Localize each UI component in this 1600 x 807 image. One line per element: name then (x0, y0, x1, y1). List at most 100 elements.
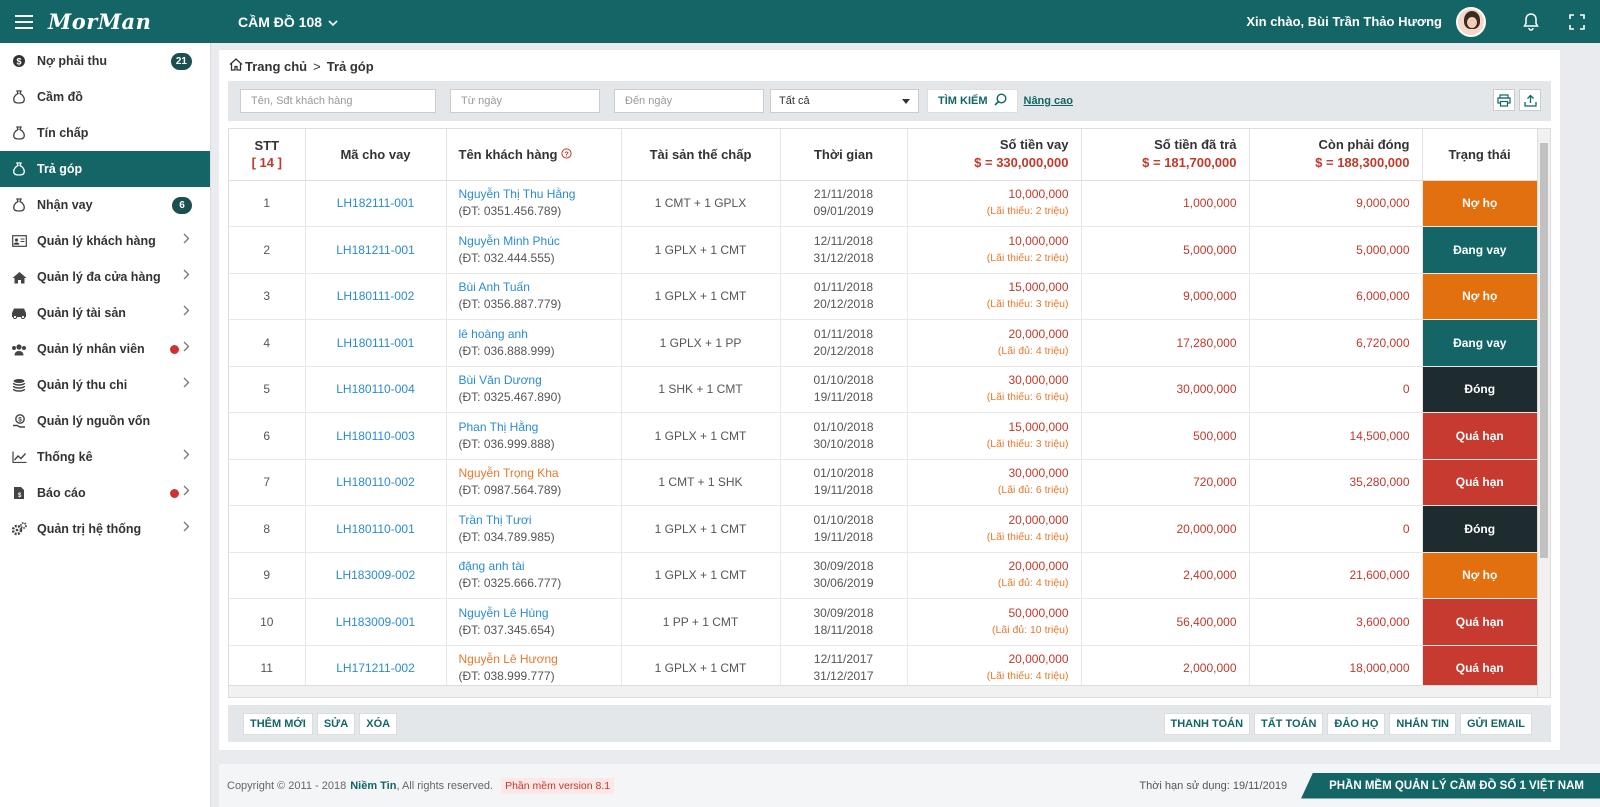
print-icon[interactable] (1493, 89, 1515, 111)
table-row[interactable]: 9 LH183009-002 đặng anh tài (ĐT: 0325.666.7… (229, 552, 1537, 599)
table-row[interactable]: 4 LH180111-001 lê hoàng anh (ĐT: 036.888.99… (229, 319, 1537, 367)
status-badge[interactable]: Đóng (1422, 366, 1537, 413)
col-header-asset[interactable]: Tài sản thế chấp (621, 129, 781, 181)
status-badge[interactable]: Đóng (1422, 505, 1537, 553)
loan-code-link[interactable]: LH183009-001 (305, 598, 447, 646)
table-row[interactable]: 5 LH180110-004 Bùi Văn Dương (ĐT: 0325.467.… (229, 366, 1537, 413)
loan-code-link[interactable]: LH180110-002 (305, 459, 447, 506)
col-header-code[interactable]: Mã cho vay (305, 129, 447, 181)
settle-button[interactable]: TẤT TOÁN (1254, 712, 1324, 735)
sidebar-item-2[interactable]: Tín chấp (0, 115, 210, 151)
col-header-remain-label: Còn phải đóng (1318, 137, 1410, 153)
company-link[interactable]: Niềm Tin (350, 779, 397, 792)
menu-icon[interactable] (0, 0, 48, 43)
sidebar-item-0[interactable]: $ Nợ phải thu 21 (0, 43, 210, 79)
table-row[interactable]: 11 LH171211-002 Nguyễn Lê Hương (ĐT: 038.99… (229, 645, 1537, 692)
to-date-input[interactable]: Đến ngày (614, 89, 764, 113)
table-row[interactable]: 8 LH180110-001 Trần Thị Tươi (ĐT: 034.789.9… (229, 505, 1537, 553)
loan-code-link[interactable]: LH181211-001 (305, 226, 447, 274)
col-header-customer[interactable]: Tên khách hàng ? (446, 129, 622, 181)
status-badge[interactable]: Quá hạn (1422, 598, 1537, 646)
store-selector[interactable]: CẦM ĐỒ 108 (238, 14, 338, 30)
sidebar-item-4[interactable]: Nhận vay 6 (0, 187, 210, 223)
advanced-search-link[interactable]: Nâng cao (1023, 95, 1074, 107)
sidebar-item-1[interactable]: Cầm đồ (0, 79, 210, 115)
status-badge[interactable]: Quá hạn (1422, 645, 1537, 692)
app-logo[interactable]: MorMan (48, 9, 152, 34)
loan-code-link[interactable]: LH180111-001 (305, 319, 447, 367)
sidebar-item-13[interactable]: Quản trị hệ thống (0, 511, 210, 547)
cell-paid: 30,000,000 (1081, 366, 1250, 413)
customer-name-link[interactable]: đặng anh tài (458, 559, 525, 574)
customer-name-link[interactable]: Trần Thị Tươi (458, 512, 532, 527)
loan-code-link[interactable]: LH180110-001 (305, 505, 447, 553)
scrollbar-thumb[interactable] (1540, 143, 1548, 558)
sidebar-item-6[interactable]: Quản lý đa cửa hàng (0, 259, 210, 295)
delete-button[interactable]: XÓA (359, 712, 398, 735)
roll-interest-button[interactable]: ĐẢO HỌ (1327, 712, 1386, 735)
bell-icon[interactable] (1508, 0, 1554, 43)
vertical-scrollbar[interactable] (1537, 129, 1550, 697)
avatar[interactable] (1456, 6, 1486, 37)
customer-name-link[interactable]: Nguyễn Trọng Kha (458, 466, 559, 481)
cell-loan: 10,000,000 (Lãi thiếu: 2 triệu) (907, 226, 1082, 274)
loan-code-link[interactable]: LH182111-001 (305, 180, 447, 227)
table-row[interactable]: 3 LH180111-002 Bùi Anh Tuấn (ĐT: 0356.887.7… (229, 273, 1537, 320)
status-badge[interactable]: Nợ họ (1422, 552, 1537, 599)
edit-button[interactable]: SỬA (316, 712, 356, 735)
cell-remain: 3,600,000 (1249, 598, 1423, 646)
status-badge[interactable]: Đang vay (1422, 319, 1537, 367)
status-badge[interactable]: Nợ họ (1422, 180, 1537, 227)
col-header-time[interactable]: Thời gian (780, 129, 908, 181)
customer-name-link[interactable]: Bùi Anh Tuấn (458, 280, 530, 295)
loan-code-link[interactable]: LH183009-002 (305, 552, 447, 599)
sidebar-item-3[interactable]: Trả góp (0, 151, 210, 187)
table-row[interactable]: 6 LH180110-003 Phan Thị Hằng (ĐT: 036.999.8… (229, 412, 1537, 460)
customer-name-link[interactable]: lê hoàng anh (458, 326, 528, 341)
customer-name-link[interactable]: Nguyễn Minh Phúc (458, 233, 560, 248)
col-header-paid[interactable]: Số tiền đã trả $ = 181,700,000 (1081, 129, 1250, 181)
sidebar-item-10[interactable]: $ Quản lý nguồn vốn (0, 403, 210, 439)
sidebar-item-5[interactable]: Quản lý khách hàng (0, 223, 210, 259)
table-row[interactable]: 1 LH182111-001 Nguyễn Thị Thu Hằng (ĐT: 035… (229, 180, 1537, 227)
customer-search-input[interactable]: Tên, Sđt khách hàng (240, 89, 436, 113)
col-header-loan[interactable]: Số tiền vay $ = 330,000,000 (907, 129, 1082, 181)
main-content: Trang chủ > Trả góp Tên, Sđt khách hàng … (219, 50, 1560, 750)
from-date-input[interactable]: Từ ngày (450, 89, 600, 113)
export-icon[interactable] (1519, 89, 1541, 111)
cell-stt: 10 (229, 598, 306, 646)
sidebar-item-12[interactable]: $ Báo cáo (0, 475, 210, 511)
loan-code-link[interactable]: LH180110-004 (305, 366, 447, 413)
help-icon[interactable]: ? (561, 147, 572, 162)
sidebar-item-7[interactable]: Quản lý tài sản (0, 295, 210, 331)
customer-name-link[interactable]: Bùi Văn Dương (458, 373, 542, 388)
status-badge[interactable]: Quá hạn (1422, 412, 1537, 460)
table-row[interactable]: 7 LH180110-002 Nguyễn Trọng Kha (ĐT: 0987.5… (229, 459, 1537, 506)
add-button[interactable]: THÊM MỚI (243, 712, 313, 735)
horizontal-scrollbar[interactable] (229, 685, 1537, 697)
payment-button[interactable]: THANH TOÁN (1163, 712, 1251, 735)
table-row[interactable]: 10 LH183009-001 Nguyễn Lê Hùng (ĐT: 037.345… (229, 598, 1537, 646)
status-badge[interactable]: Nợ họ (1422, 273, 1537, 320)
breadcrumb-home[interactable]: Trang chủ (229, 58, 307, 74)
sms-button[interactable]: NHẮN TIN (1389, 712, 1456, 735)
col-header-remain[interactable]: Còn phải đóng $ = 188,300,000 (1249, 129, 1423, 181)
sidebar-item-8[interactable]: Quản lý nhân viên (0, 331, 210, 367)
loan-code-link[interactable]: LH180111-002 (305, 273, 447, 320)
sidebar-item-9[interactable]: Quản lý thu chi (0, 367, 210, 403)
search-button[interactable]: TÌM KIẾM (927, 89, 1018, 113)
status-select[interactable]: Tất cả (770, 89, 919, 113)
col-header-status[interactable]: Trạng thái (1422, 129, 1538, 181)
customer-name-link[interactable]: Phan Thị Hằng (458, 419, 539, 434)
customer-name-link[interactable]: Nguyễn Thị Thu Hằng (458, 187, 576, 202)
sidebar-item-11[interactable]: Thống kê (0, 439, 210, 475)
table-row[interactable]: 2 LH181211-001 Nguyễn Minh Phúc (ĐT: 032.44… (229, 226, 1537, 274)
customer-name-link[interactable]: Nguyễn Lê Hùng (458, 605, 549, 620)
customer-name-link[interactable]: Nguyễn Lê Hương (458, 652, 558, 667)
cell-paid: 720,000 (1081, 459, 1250, 506)
email-button[interactable]: GỬI EMAIL (1459, 712, 1532, 735)
loan-code-link[interactable]: LH180110-003 (305, 412, 447, 460)
status-badge[interactable]: Quá hạn (1422, 459, 1537, 506)
status-badge[interactable]: Đang vay (1422, 226, 1537, 274)
fullscreen-icon[interactable] (1554, 0, 1600, 43)
